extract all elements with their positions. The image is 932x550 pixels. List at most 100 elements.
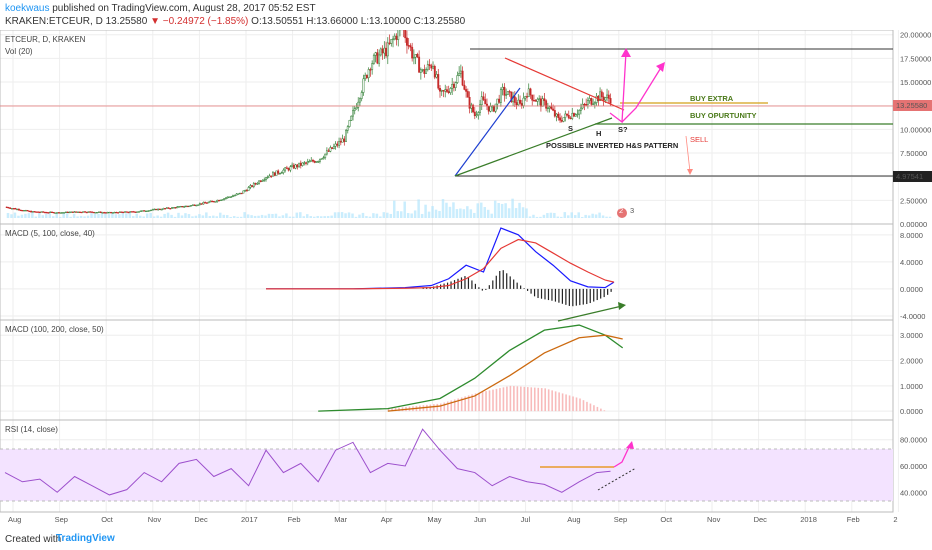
head-label: H [596, 129, 601, 138]
candle-body [219, 199, 222, 202]
last-price-badge [893, 100, 932, 111]
volume-bar [539, 216, 542, 218]
macd-hist-bar [488, 285, 490, 289]
volume-bar [403, 201, 406, 218]
candle-body [272, 172, 274, 177]
candle-body [386, 42, 389, 57]
volume-bar [76, 216, 79, 218]
candle-body [576, 113, 579, 116]
candle-body [433, 66, 436, 78]
volume-bar [10, 214, 13, 218]
candle-body [376, 52, 379, 64]
candle-body [216, 199, 219, 202]
candle-body [529, 88, 532, 96]
candle-body [252, 183, 255, 187]
candle-body [315, 161, 318, 163]
x-tick-label: Nov [707, 515, 721, 524]
tradingview-logo[interactable]: TradingView [56, 533, 115, 544]
candle-body [273, 172, 276, 176]
candle-body [193, 204, 196, 206]
pink-projection-2 [621, 65, 663, 123]
published-text: published on TradingView.com, August 28,… [52, 3, 316, 14]
candle-body [103, 212, 106, 214]
candle-body [242, 190, 245, 194]
x-tick-label: Dec [754, 515, 768, 524]
macd2-hist-bar [579, 398, 581, 412]
volume-bar [483, 207, 486, 218]
candle-body [369, 69, 372, 71]
candle-body [365, 74, 368, 79]
candle-body [465, 89, 468, 92]
macd-hist-bar [586, 288, 588, 305]
candle-body [339, 141, 342, 143]
volume-bar [243, 212, 246, 218]
macd2-hist-bar [544, 388, 546, 412]
candle-body [291, 164, 294, 167]
macd-hist-bar [558, 288, 560, 303]
buy-opportunity-label: BUY OPURTUNITY [690, 111, 757, 120]
candle-body [372, 55, 375, 64]
candle-body [23, 209, 26, 212]
candle-body [313, 161, 316, 163]
grid [0, 30, 899, 512]
volume-bar [319, 216, 323, 218]
candle-body [85, 211, 88, 214]
x-tick-label: Feb [847, 515, 860, 524]
macd2-hist-bar [586, 401, 588, 412]
volume-bar [462, 209, 466, 218]
candle-body [539, 98, 542, 107]
x-tick-label: May [427, 515, 441, 524]
candle-body [261, 180, 264, 182]
volume-bar [351, 213, 354, 218]
macd-divergence-line [557, 305, 623, 322]
candle-body [21, 209, 24, 212]
candle-body [510, 91, 513, 103]
macd-hist-bar [540, 288, 543, 299]
rsi-line [4, 428, 611, 496]
candle-body [202, 202, 205, 205]
y-tick-label: 60.0000 [900, 462, 927, 471]
macd-hist-bar [478, 287, 480, 289]
volume-bar [438, 210, 441, 218]
volume-bar [330, 215, 333, 218]
arrow-up-icon-2 [656, 62, 665, 72]
candle-body [371, 63, 374, 70]
chart-area[interactable]: BUY EXTRA BUY OPURTUNITY SELL POSSIBLE I… [0, 30, 932, 530]
volume-bar [31, 212, 34, 218]
macd2-hist-bar [485, 391, 487, 412]
candle-body [524, 96, 527, 99]
candle-body [172, 207, 175, 209]
candle-body [78, 211, 81, 213]
macd-hist-bar [474, 283, 476, 289]
candle-body [157, 208, 160, 211]
volume-bar [431, 206, 434, 218]
volume-bar [295, 212, 299, 218]
candle-body [440, 90, 443, 92]
candle-body [444, 89, 447, 92]
event-marker-icon[interactable] [617, 208, 627, 218]
candle-body [585, 104, 588, 106]
candle-body [56, 212, 59, 214]
y-tick-label: 7.50000 [900, 149, 927, 158]
candle-body [11, 208, 13, 210]
volume-bar [469, 209, 473, 218]
x-tick-label: Oct [660, 515, 673, 524]
candle-body [447, 91, 450, 93]
candle-body [146, 210, 149, 212]
candle-body [80, 211, 83, 214]
candle-body [588, 98, 591, 101]
y-tick-label: 8.0000 [900, 231, 923, 240]
candle-body [390, 39, 393, 44]
volume-bar [278, 216, 281, 218]
volume-bar [486, 209, 490, 218]
volume-bar [45, 213, 48, 218]
volume-bar [93, 213, 97, 218]
candle-body [158, 208, 161, 211]
macd-hist-bar [460, 277, 463, 289]
author-link[interactable]: koekwaus [5, 3, 50, 14]
candle-body [325, 150, 328, 155]
candle-body [5, 206, 8, 209]
volume-bar [560, 216, 563, 218]
candle-body [47, 212, 50, 214]
candle-body [106, 212, 109, 214]
